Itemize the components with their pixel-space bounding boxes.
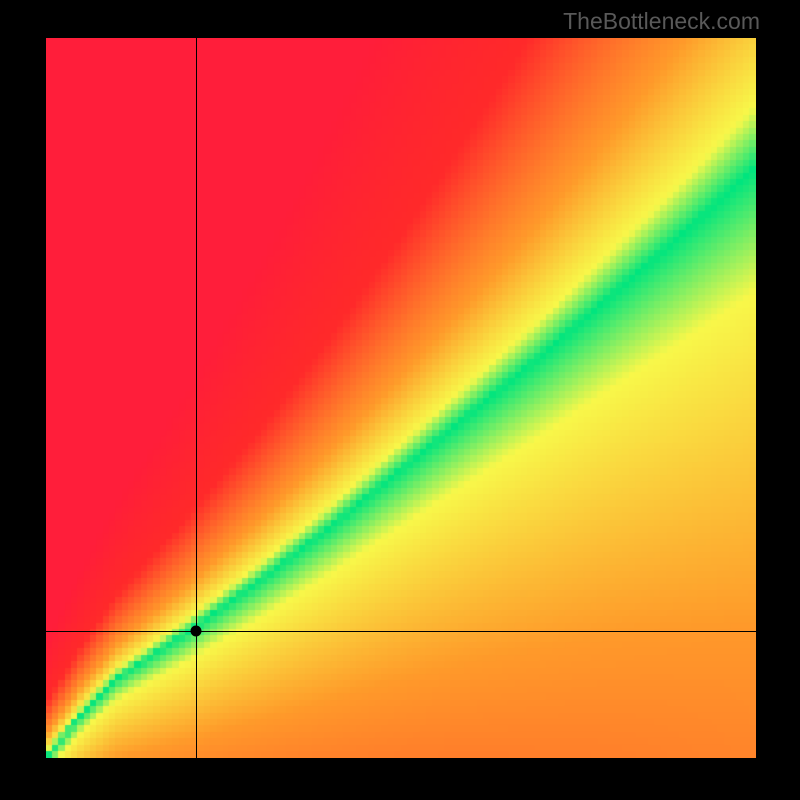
watermark-text: TheBottleneck.com (563, 8, 760, 35)
crosshair-horizontal (46, 631, 756, 632)
crosshair-vertical (196, 38, 197, 758)
config-marker (190, 626, 201, 637)
bottleneck-heatmap (46, 38, 756, 758)
heatmap-canvas (46, 38, 756, 758)
